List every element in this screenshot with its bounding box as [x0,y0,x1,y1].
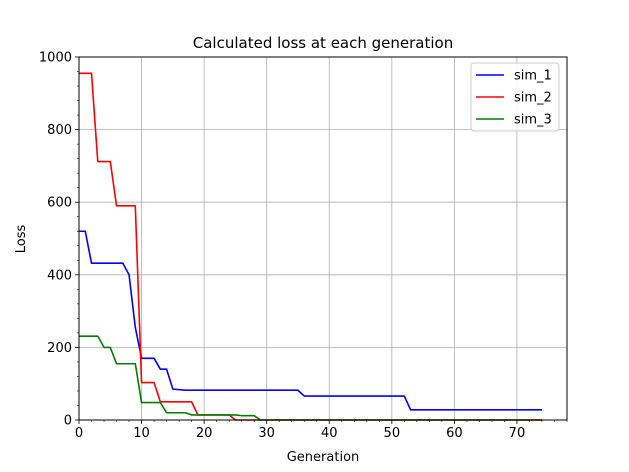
series-line-sim-3 [79,335,542,421]
series-lines [79,72,542,421]
x-tick-label: 60 [446,426,463,441]
legend: sim_1 sim_2 sim_3 [470,62,560,132]
x-tick-label: 50 [384,426,401,441]
y-tick-label: 800 [47,123,72,138]
y-tick-label: 1000 [39,51,72,66]
x-tick-label: 70 [509,426,526,441]
y-tick-label: 200 [47,341,72,356]
plot-frame [78,56,568,421]
legend-label-sim-2: sim_2 [514,91,552,106]
x-axis-label: Generation [287,450,360,465]
x-tick-label: 0 [75,426,83,441]
axis-ticks: 0 10 20 30 40 50 60 70 0 200 400 600 800 1000 [39,51,568,441]
x-tick-label: 10 [133,426,150,441]
chart-title: Calculated loss at each generation [193,34,453,52]
y-tick-label: 600 [47,196,72,211]
series-line-sim-1 [79,230,542,411]
y-tick-label: 400 [47,268,72,283]
x-tick-label: 20 [196,426,213,441]
legend-box [470,62,560,132]
x-tick-label: 40 [321,426,338,441]
legend-label-sim-3: sim_3 [514,113,552,128]
y-tick-label: 0 [64,414,72,429]
legend-label-sim-1: sim_1 [514,69,552,84]
x-tick-label: 30 [258,426,275,441]
y-axis-label: Loss [14,225,29,254]
